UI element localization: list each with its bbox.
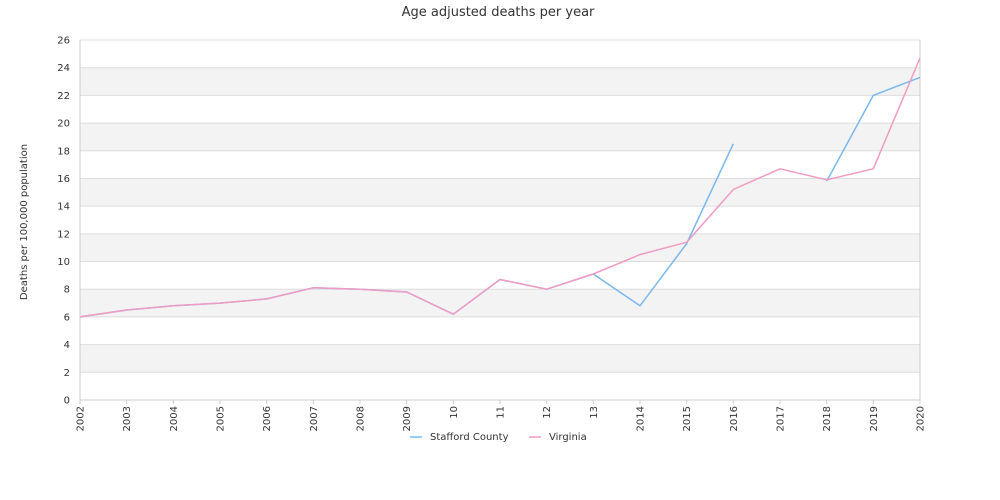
legend: Stafford County Virginia (410, 432, 587, 443)
x-tick-label: 10 (449, 406, 460, 419)
x-tick-label: 2006 (262, 406, 273, 431)
chart-title: Age adjusted deaths per year (402, 5, 595, 20)
y-tick-label: 6 (64, 312, 70, 323)
y-axis-title: Deaths per 100,000 population (19, 144, 30, 300)
y-tick-label: 12 (57, 229, 70, 240)
legend-label: Virginia (549, 432, 587, 443)
x-tick-label: 2003 (122, 406, 133, 431)
y-tick-label: 10 (57, 257, 70, 268)
x-tick-label: 2019 (869, 406, 880, 431)
series-line-virginia (79, 57, 921, 318)
x-tick-label: 2018 (822, 406, 833, 431)
grid-band (80, 67, 920, 96)
y-tick-label: 24 (57, 63, 70, 74)
x-axis-ticks: 2002 2003 2004 2005 2006 2007 2008 2009 10 11 12 13… (76, 400, 927, 431)
x-tick-label: 11 (496, 406, 507, 419)
gridlines (80, 39, 920, 401)
series-line-stafford-county (826, 76, 921, 182)
y-tick-label: 26 (57, 36, 70, 47)
y-tick-label: 14 (57, 202, 70, 213)
x-tick-label: 2016 (729, 406, 740, 431)
x-tick-label: 2007 (309, 406, 320, 431)
x-tick-label: 2014 (636, 406, 647, 431)
y-tick-label: 16 (57, 174, 70, 185)
y-tick-label: 20 (57, 119, 70, 130)
grid-band (80, 289, 920, 317)
x-tick-label: 2020 (916, 406, 927, 431)
x-tick-label: 2004 (169, 406, 180, 431)
legend-label: Stafford County (430, 432, 509, 443)
x-tick-label: 12 (542, 406, 553, 419)
x-tick-label: 2002 (76, 406, 87, 431)
x-tick-label: 2005 (216, 406, 227, 431)
x-tick-label: 2008 (356, 406, 367, 431)
y-tick-label: 8 (64, 285, 70, 296)
y-tick-label: 2 (64, 368, 70, 379)
x-tick-label: 2017 (776, 406, 787, 431)
grid-band (80, 233, 920, 262)
x-tick-label: 2015 (682, 406, 693, 431)
x-tick-label: 2009 (402, 406, 413, 431)
series-lines (79, 57, 921, 318)
y-tick-label: 0 (64, 396, 70, 407)
grid-band (80, 178, 920, 207)
y-tick-label: 18 (57, 146, 70, 157)
grid-band (80, 344, 920, 373)
grid-band (80, 123, 920, 151)
y-tick-label: 4 (64, 340, 70, 351)
y-tick-label: 22 (57, 91, 70, 102)
x-tick-label: 13 (589, 406, 600, 419)
grid-bands (80, 67, 920, 373)
